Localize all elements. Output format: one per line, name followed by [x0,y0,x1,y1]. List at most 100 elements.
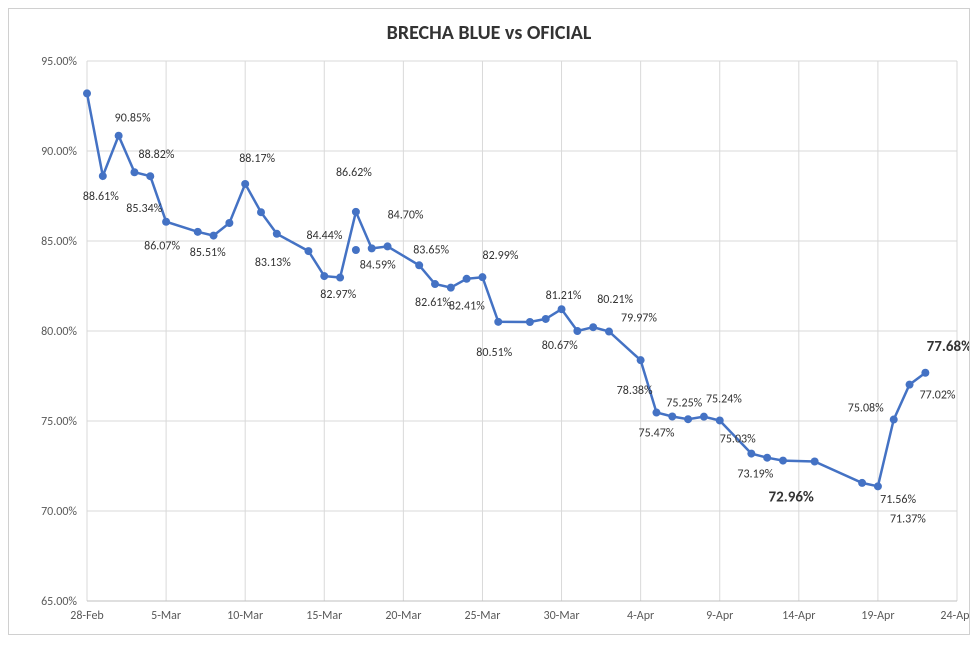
data-point [921,369,929,377]
y-tick-label: 85.00% [41,235,77,249]
data-label: 73.19% [737,468,773,482]
data-point [906,381,914,389]
x-tick-label: 15-Mar [306,609,342,623]
data-point [652,409,660,417]
x-tick-label: 20-Mar [385,609,421,623]
data-point [352,246,360,254]
data-label: 84.44% [306,229,342,243]
y-tick-label: 80.00% [41,325,77,339]
data-point [194,228,202,236]
data-point [700,413,708,421]
data-point [763,454,771,462]
data-point [368,244,376,252]
data-label: 75.25% [666,397,702,411]
data-label: 81.21% [546,289,582,303]
x-tick-label: 14-Apr [782,609,815,623]
data-point [747,450,755,458]
data-label: 80.51% [476,346,512,360]
chart-title: BRECHA BLUE vs OFICIAL [9,21,969,45]
data-point [83,89,91,97]
data-point [668,413,676,421]
y-tick-label: 95.00% [41,55,77,69]
x-tick-label: 19-Apr [861,609,894,623]
y-tick-label: 90.00% [41,145,77,159]
data-point [146,172,154,180]
data-point [352,208,360,216]
data-point [858,479,866,487]
data-label: 88.17% [239,152,275,166]
data-point [589,323,597,331]
data-label: 79.97% [621,312,657,326]
data-point [463,275,471,283]
x-tick-label: 24-Apr [940,609,969,623]
data-point [542,315,550,323]
x-tick-label: 30-Mar [544,609,580,623]
x-tick-label: 28-Feb [70,609,103,623]
data-label: 88.61% [83,190,119,204]
data-point [526,318,534,326]
data-point [684,415,692,423]
data-point [320,272,328,280]
y-tick-label: 65.00% [41,595,77,609]
data-label: 90.85% [115,112,151,126]
data-label: 85.34% [126,202,162,216]
data-label: 77.68% [927,338,969,356]
data-point [115,132,123,140]
data-label: 77.02% [920,389,956,403]
data-point [241,180,249,188]
data-point [210,232,218,240]
data-label: 82.99% [482,249,518,263]
data-point [558,305,566,313]
data-label: 71.56% [880,493,916,507]
x-tick-label: 4-Apr [627,609,654,623]
data-point [415,261,423,269]
data-label: 86.62% [336,166,372,180]
data-point [478,273,486,281]
data-point [336,274,344,282]
data-point [779,457,787,465]
data-point [605,328,613,336]
data-point [304,247,312,255]
data-label: 84.70% [388,208,424,222]
data-point [890,416,898,424]
data-label: 83.65% [413,243,449,257]
y-tick-label: 75.00% [41,415,77,429]
data-label: 82.97% [320,288,356,302]
x-tick-label: 5-Mar [151,609,181,623]
data-label: 83.13% [255,256,291,270]
data-point [573,327,581,335]
data-point [811,458,819,466]
data-point [447,284,455,292]
data-label: 82.41% [449,300,485,314]
data-label: 75.03% [720,432,756,446]
y-tick-label: 70.00% [41,505,77,519]
data-point [225,219,233,227]
data-point [384,242,392,250]
data-label: 71.37% [890,512,926,526]
x-tick-label: 10-Mar [227,609,263,623]
data-label: 80.67% [542,339,578,353]
data-point [273,230,281,238]
chart-container: BRECHA BLUE vs OFICIAL 65.00% 70.00% 75.00… [8,8,970,635]
data-point [257,208,265,216]
data-label: 80.21% [597,293,633,307]
data-label: 85.51% [190,246,226,260]
data-point [130,168,138,176]
data-label: 86.07% [144,240,180,254]
data-point [99,172,107,180]
data-point [494,318,502,326]
line-chart: 65.00% 70.00% 75.00% 80.00% 85.00% 90.00% 95.0… [9,9,969,634]
data-label: 72.96% [769,489,814,507]
data-label: 82.61% [415,296,451,310]
data-point [637,356,645,364]
data-point [874,482,882,490]
data-label: 75.47% [638,427,674,441]
x-tick-label: 9-Apr [706,609,733,623]
data-point [431,280,439,288]
x-tick-label: 25-Mar [464,609,500,623]
data-point [716,416,724,424]
data-label: 75.08% [848,402,884,416]
data-point [162,218,170,226]
data-label: 84.59% [360,258,396,272]
data-label: 75.24% [706,393,742,407]
